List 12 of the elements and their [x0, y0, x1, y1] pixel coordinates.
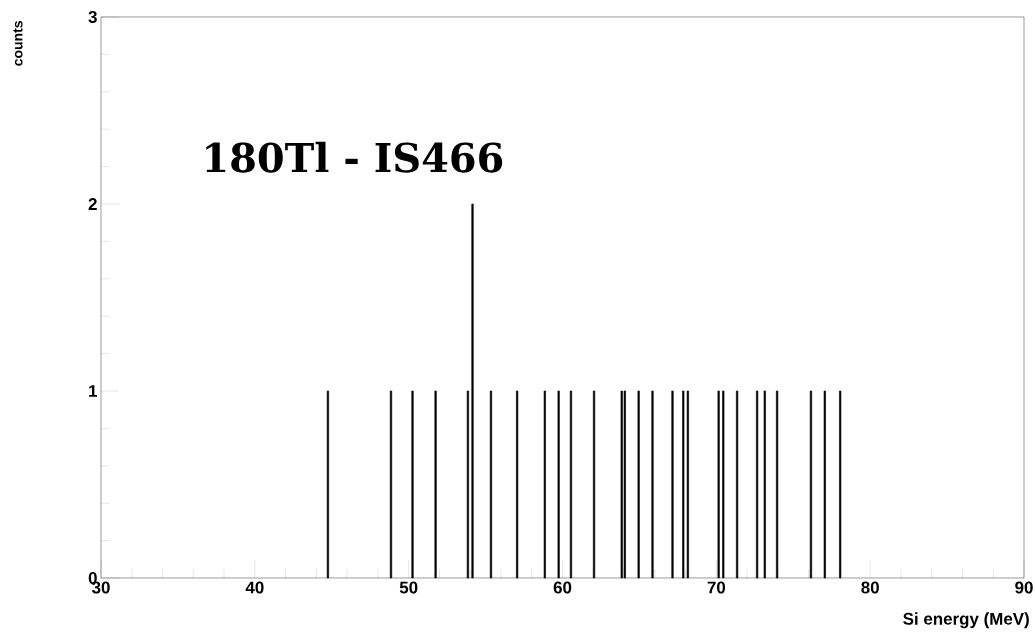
- x-tick-label: 70: [707, 581, 726, 594]
- x-tick-label: 40: [245, 581, 264, 594]
- x-tick-label: 50: [399, 581, 418, 594]
- y-axis-title: counts: [13, 21, 23, 66]
- x-tick-label: 90: [1015, 581, 1033, 594]
- y-tick-label: 1: [89, 385, 98, 397]
- x-tick-label: 80: [861, 581, 879, 594]
- x-axis-title: Si energy (MeV): [903, 612, 1029, 629]
- y-tick-label: 3: [88, 10, 97, 23]
- y-tick-label: 2: [88, 198, 97, 210]
- x-tick-label: 60: [553, 581, 572, 594]
- text: 180Tl - IS466: [206, 141, 503, 173]
